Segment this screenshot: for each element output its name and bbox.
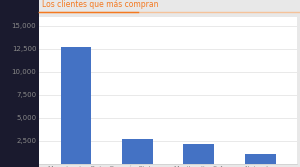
Bar xyxy=(183,144,214,164)
Bar xyxy=(61,47,91,164)
Bar xyxy=(122,139,153,164)
Text: Los clientes que más compran: Los clientes que más compran xyxy=(42,0,158,9)
Bar xyxy=(245,154,275,164)
